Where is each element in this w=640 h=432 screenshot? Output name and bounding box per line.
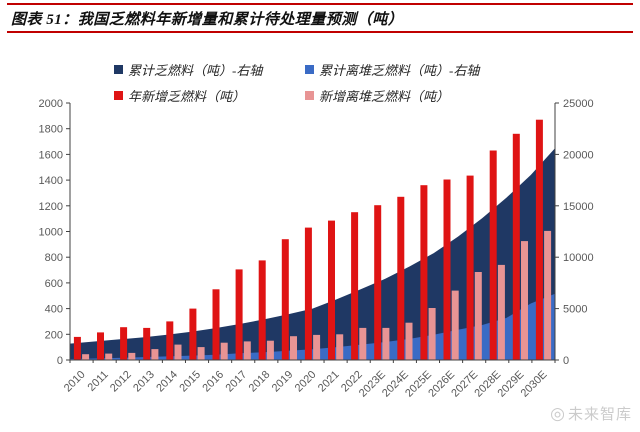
figure-title: 图表 51：我国乏燃料年新增量和累计待处理量预测（吨） bbox=[11, 12, 404, 28]
legend-swatch-icon bbox=[305, 65, 314, 74]
watermark-logo-icon: ◎ bbox=[550, 403, 566, 423]
bar-annual-new-spent-fuel bbox=[189, 308, 197, 360]
x-axis-category-label: 2014 bbox=[154, 369, 180, 395]
bar-annual-new-offsite-spent-fuel bbox=[336, 334, 344, 360]
legend-item-annual-new-spent-fuel: 年新增乏燃料（吨） bbox=[114, 86, 305, 105]
x-axis-category-label: 2030E bbox=[519, 369, 550, 400]
chart-legend: 累计乏燃料（吨）-右轴 累计离堆乏燃料（吨）-右轴年新增乏燃料（吨） 新增离堆乏燃料… bbox=[114, 60, 479, 105]
bar-annual-new-offsite-spent-fuel bbox=[405, 322, 413, 360]
x-axis-category-label: 2018 bbox=[247, 369, 273, 395]
bar-annual-new-offsite-spent-fuel bbox=[105, 353, 113, 360]
bar-annual-new-offsite-spent-fuel bbox=[220, 342, 228, 360]
bar-annual-new-spent-fuel bbox=[397, 196, 405, 360]
x-axis-category-label: 2016 bbox=[200, 369, 226, 395]
legend-label: 新增离堆乏燃料（吨） bbox=[319, 89, 450, 104]
bar-annual-new-spent-fuel bbox=[143, 327, 151, 360]
bar-annual-new-spent-fuel bbox=[328, 220, 335, 360]
bar-annual-new-spent-fuel bbox=[120, 327, 128, 360]
bar-annual-new-spent-fuel bbox=[281, 239, 289, 360]
bar-annual-new-offsite-spent-fuel bbox=[266, 340, 274, 360]
left-axis-tick-label: 1600 bbox=[39, 149, 63, 161]
x-axis-category-label: 2015 bbox=[177, 369, 203, 395]
bar-annual-new-spent-fuel bbox=[420, 185, 428, 360]
right-axis-tick-label: 0 bbox=[563, 355, 569, 367]
legend-item-annual-new-offsite-spent-fuel: 新增离堆乏燃料（吨） bbox=[305, 86, 479, 105]
left-axis-tick-label: 1000 bbox=[39, 227, 63, 239]
legend-item-cumulative-offsite-spent-fuel: 累计离堆乏燃料（吨）-右轴 bbox=[305, 60, 479, 79]
right-axis-tick-label: 10000 bbox=[563, 252, 594, 264]
right-axis-tick-label: 20000 bbox=[563, 149, 594, 161]
left-axis-tick-label: 1800 bbox=[39, 124, 63, 136]
legend-label: 累计乏燃料（吨）-右轴 bbox=[128, 63, 263, 78]
bar-annual-new-offsite-spent-fuel bbox=[197, 347, 205, 360]
left-axis-tick-label: 0 bbox=[57, 355, 63, 367]
right-axis-tick-label: 15000 bbox=[563, 201, 594, 213]
bar-annual-new-spent-fuel bbox=[212, 289, 220, 360]
bar-annual-new-offsite-spent-fuel bbox=[474, 272, 482, 360]
bar-annual-new-offsite-spent-fuel bbox=[151, 349, 159, 360]
bar-annual-new-spent-fuel bbox=[535, 119, 543, 360]
bar-annual-new-spent-fuel bbox=[97, 332, 104, 360]
x-axis-category-label: 2017 bbox=[224, 369, 250, 395]
left-axis-tick-label: 200 bbox=[45, 329, 63, 341]
bar-annual-new-offsite-spent-fuel bbox=[451, 290, 459, 360]
bar-annual-new-offsite-spent-fuel bbox=[313, 334, 321, 360]
bar-annual-new-offsite-spent-fuel bbox=[428, 308, 436, 360]
x-axis-category-label: 2011 bbox=[86, 369, 111, 394]
bar-annual-new-offsite-spent-fuel bbox=[382, 327, 390, 360]
bar-annual-new-offsite-spent-fuel bbox=[243, 341, 251, 360]
bar-annual-new-spent-fuel bbox=[304, 227, 312, 360]
bar-annual-new-spent-fuel bbox=[466, 175, 474, 360]
x-axis-category-label: 2013 bbox=[131, 369, 157, 395]
watermark: ◎ 未来智库 bbox=[550, 403, 632, 424]
x-axis-category-label: 2010 bbox=[62, 369, 88, 395]
bar-annual-new-spent-fuel bbox=[235, 269, 243, 360]
left-axis-tick-label: 1400 bbox=[39, 175, 63, 187]
legend-label: 累计离堆乏燃料（吨）-右轴 bbox=[319, 63, 480, 78]
bar-annual-new-spent-fuel bbox=[489, 150, 497, 360]
left-axis-tick-label: 600 bbox=[45, 278, 63, 290]
left-axis-tick-label: 2000 bbox=[39, 98, 63, 110]
bar-annual-new-offsite-spent-fuel bbox=[174, 344, 182, 360]
bar-annual-new-spent-fuel bbox=[166, 321, 174, 360]
x-axis-category-label: 2021 bbox=[316, 369, 342, 395]
legend-item-cumulative-spent-fuel: 累计乏燃料（吨）-右轴 bbox=[114, 60, 305, 79]
bar-annual-new-spent-fuel bbox=[512, 133, 520, 360]
legend-swatch-icon bbox=[114, 91, 123, 100]
bar-annual-new-offsite-spent-fuel bbox=[521, 241, 528, 360]
bar-annual-new-spent-fuel bbox=[443, 179, 451, 360]
left-axis-tick-label: 400 bbox=[45, 304, 63, 316]
bar-annual-new-offsite-spent-fuel bbox=[82, 354, 90, 360]
right-axis-tick-label: 25000 bbox=[563, 98, 594, 110]
x-axis-category-label: 2020 bbox=[293, 369, 319, 395]
title-rule-top bbox=[7, 3, 633, 5]
left-axis-tick-label: 1200 bbox=[39, 201, 63, 213]
bar-annual-new-offsite-spent-fuel bbox=[128, 352, 136, 360]
title-rule-bottom bbox=[7, 31, 633, 33]
legend-swatch-icon bbox=[114, 65, 123, 74]
x-axis-category-label: 2012 bbox=[108, 369, 134, 395]
left-axis-tick-label: 800 bbox=[45, 252, 63, 264]
bar-annual-new-offsite-spent-fuel bbox=[290, 336, 297, 360]
bar-annual-new-spent-fuel bbox=[73, 336, 81, 360]
bar-annual-new-spent-fuel bbox=[258, 260, 266, 360]
area-cumulative-spent-fuel bbox=[70, 148, 555, 360]
watermark-text: 未来智库 bbox=[567, 407, 632, 423]
legend-label: 年新增乏燃料（吨） bbox=[128, 89, 246, 104]
legend-swatch-icon bbox=[305, 91, 314, 100]
right-axis-tick-label: 5000 bbox=[563, 304, 587, 316]
bar-annual-new-offsite-spent-fuel bbox=[359, 327, 367, 360]
bar-annual-new-offsite-spent-fuel bbox=[544, 230, 552, 360]
x-axis-category-label: 2019 bbox=[270, 369, 296, 395]
bar-annual-new-spent-fuel bbox=[374, 205, 382, 360]
bar-annual-new-spent-fuel bbox=[351, 212, 359, 360]
bar-annual-new-offsite-spent-fuel bbox=[497, 264, 505, 360]
